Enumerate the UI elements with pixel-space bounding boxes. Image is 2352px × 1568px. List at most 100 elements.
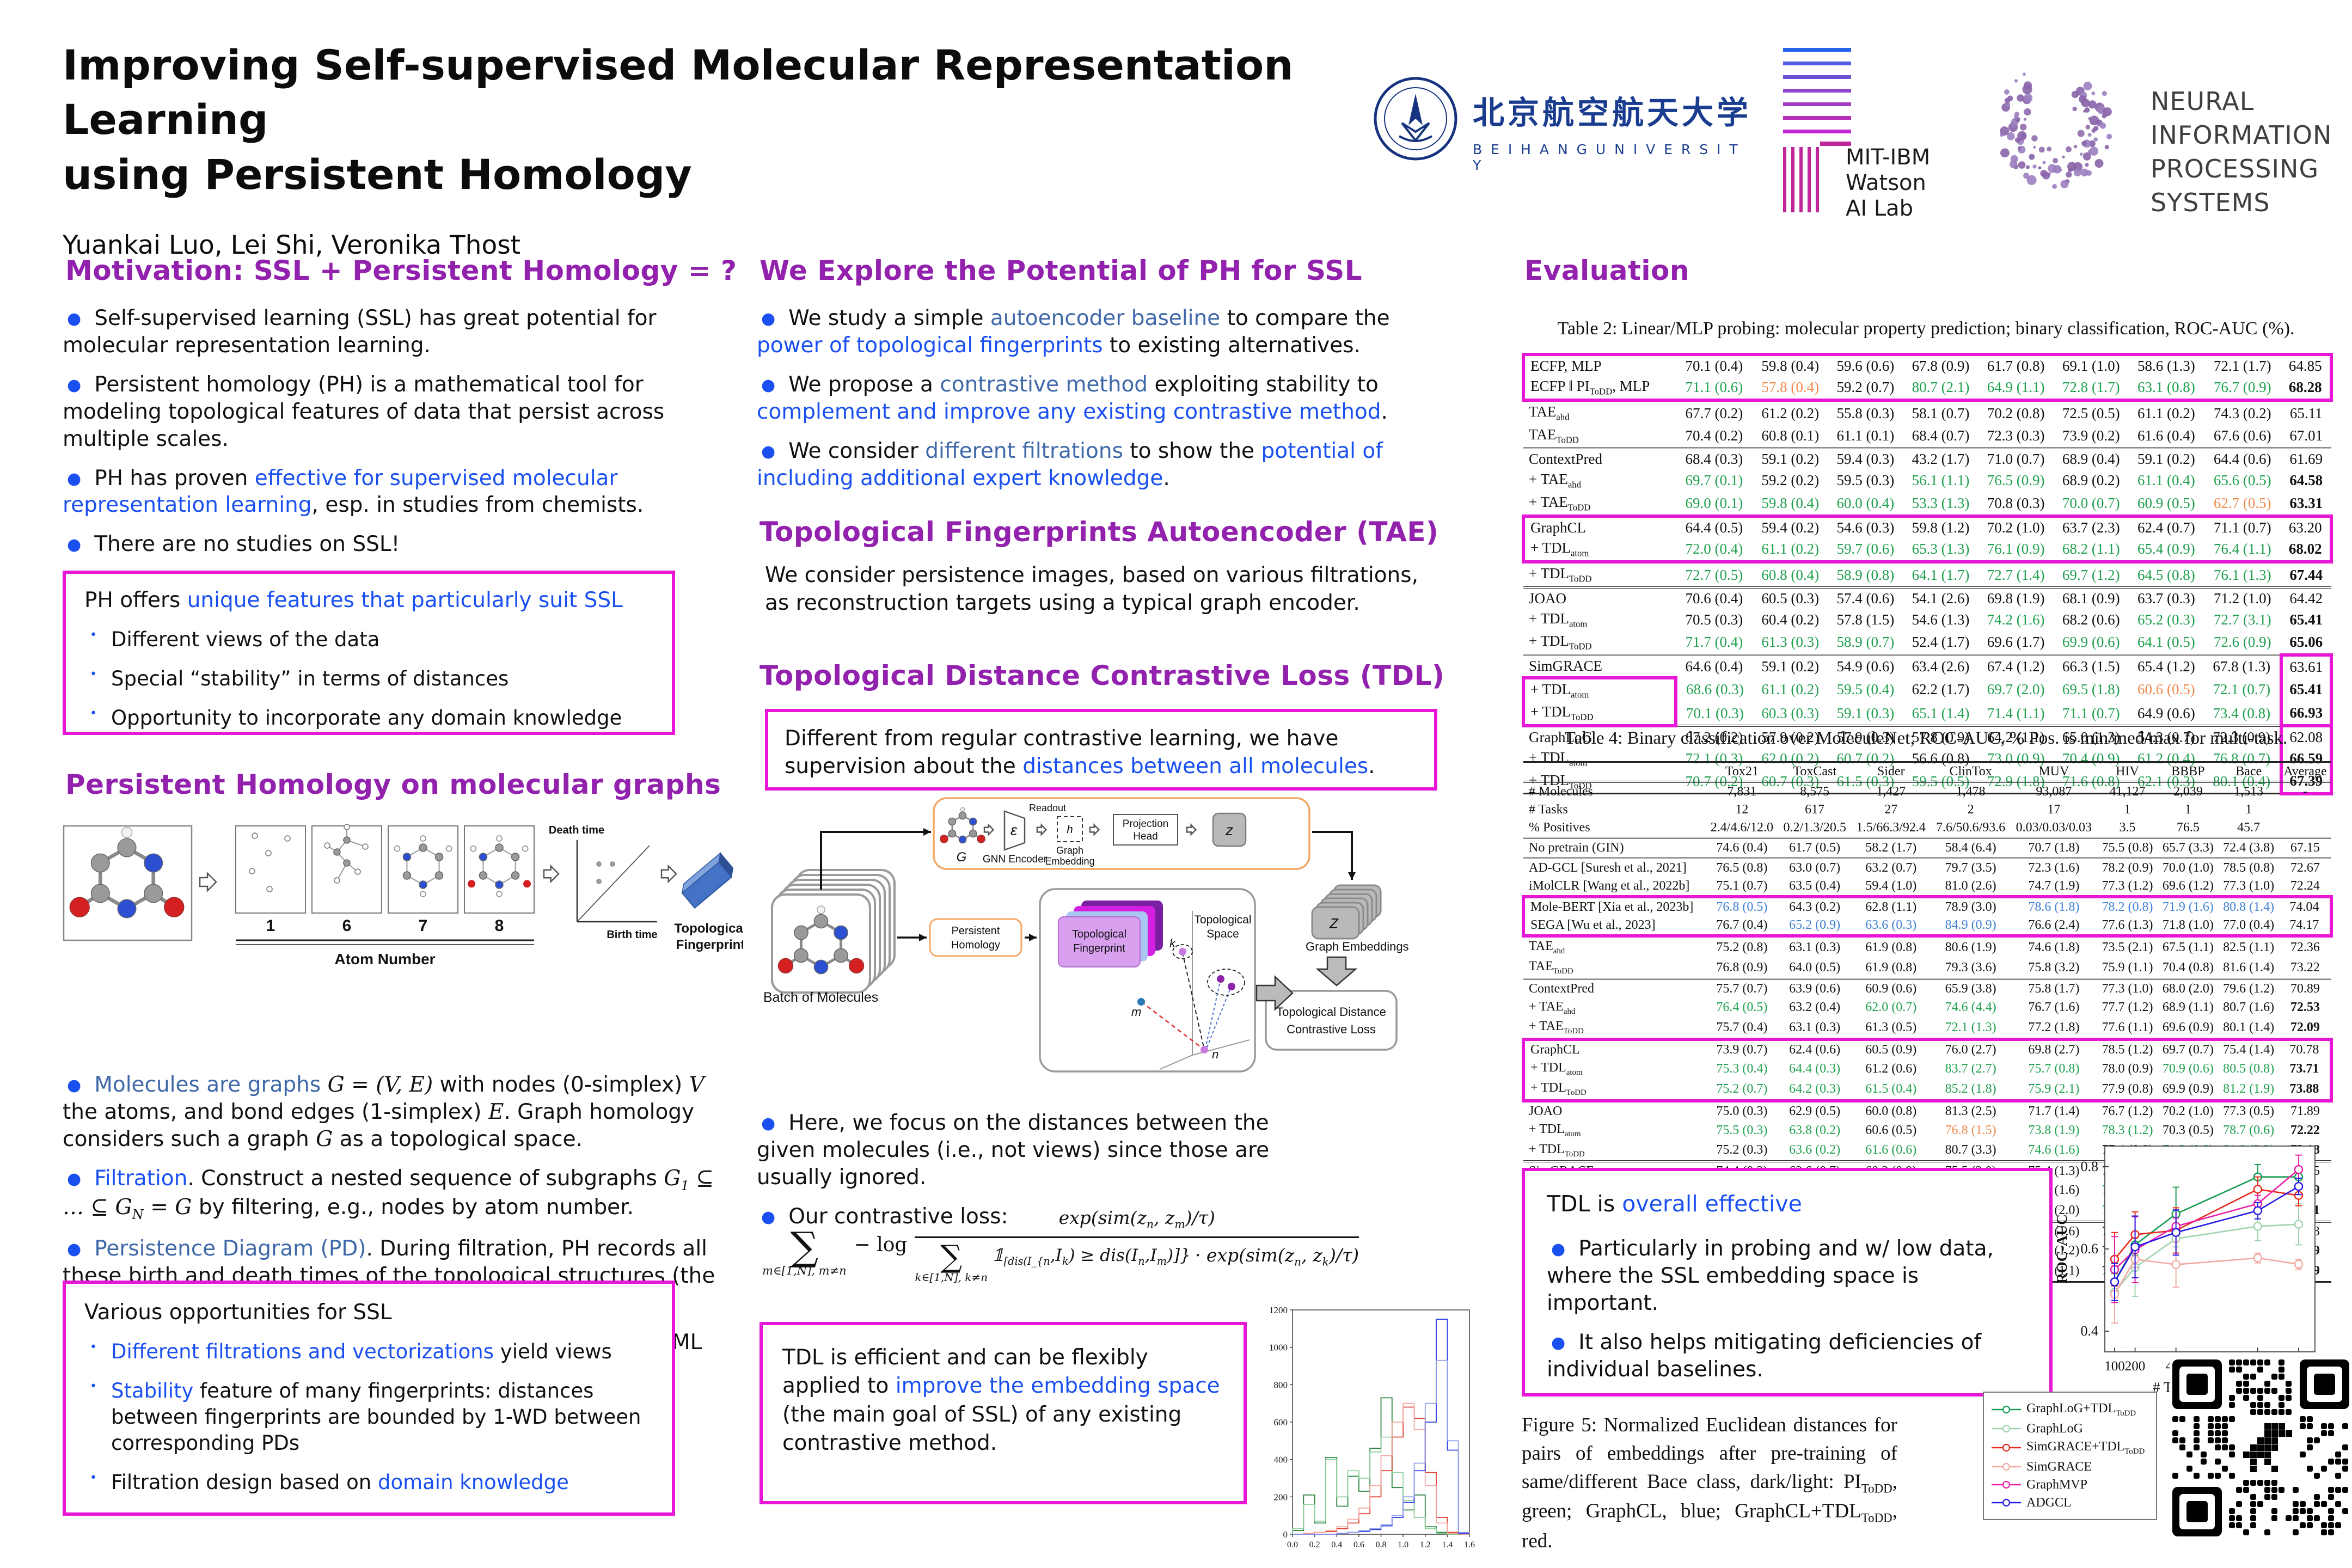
table-cell: 73.4 (0.8) xyxy=(2203,701,2281,727)
neurips-dot xyxy=(2017,146,2021,150)
qr-module xyxy=(2194,1437,2200,1443)
table-cell: 63.0 (0.7) xyxy=(1789,861,1841,875)
tdl-heading: Topological Distance Contrastive Loss (T… xyxy=(759,660,1445,691)
qr-module xyxy=(2278,1487,2284,1493)
table-cell: 62.7 (0.5) xyxy=(2203,492,2281,517)
table-cell: 76.1 (1.3) xyxy=(2203,562,2281,589)
table-cell: 68.9 (0.2) xyxy=(2062,472,2120,489)
table-cell: 71.1 (0.6) xyxy=(1675,376,1753,402)
text-segment: . xyxy=(1381,399,1388,424)
table-cell: 2,039 xyxy=(2173,785,2203,799)
circle xyxy=(324,842,330,849)
table-cell: 61.1 (0.2) xyxy=(1753,537,1828,564)
table-cell: 68.9 (1.1) xyxy=(2162,1000,2214,1015)
table-cell: 75.2 (0.3) xyxy=(1705,1140,1779,1163)
table4-caption: Table 4: Binary classification over Mole… xyxy=(1564,728,2288,748)
fp-card-front xyxy=(1058,916,1141,967)
neurips-dot xyxy=(2066,171,2072,178)
text-segment: PH has proven xyxy=(94,465,255,491)
pd-point xyxy=(610,861,615,867)
circle xyxy=(479,871,488,880)
qr-dino-pixel xyxy=(2278,1430,2285,1437)
table-cell: 74.7 (1.9) xyxy=(2028,879,2080,893)
gnn-encoder-trapezoid xyxy=(1003,810,1026,851)
table-cell: HIV xyxy=(2097,761,2158,783)
hist-series-pi-todd--light- xyxy=(1292,1436,1469,1535)
table-cell: 1 xyxy=(2124,803,2131,817)
table-cell: 72.7 (3.1) xyxy=(2213,611,2271,628)
table-cell: + TDLatom xyxy=(1521,1059,1706,1079)
text-segment: Special “stability” in terms of distance… xyxy=(111,667,509,691)
qr-module xyxy=(2229,1515,2235,1521)
table-cell: 72.1 (1.7) xyxy=(2203,353,2281,376)
table-data-row: + TAEToDD 75.7 (0.4) 63.1 (0.3) 61.3 (0.5) 7… xyxy=(1523,1018,2331,1041)
table-cell: 70.2 (1.0) xyxy=(1978,514,2054,538)
y-tick-label: 600 xyxy=(1274,1417,1288,1428)
o-atom xyxy=(69,897,90,917)
neurips-dot xyxy=(2091,91,2096,95)
table-cell: 59.8 (0.4) xyxy=(1753,353,1828,376)
table-cell: GraphLoG xyxy=(1529,729,1592,746)
z-stack-card xyxy=(1311,906,1360,940)
h-atom xyxy=(960,807,965,812)
qr-module xyxy=(2172,1416,2178,1422)
epsilon-label: ε xyxy=(1010,822,1018,838)
bullet-text: PH has proven effective for supervised m… xyxy=(63,466,644,518)
molecule-icon xyxy=(69,826,185,918)
table-cell: 67.6 (0.6) xyxy=(2203,424,2281,450)
circle xyxy=(445,845,452,852)
neurips-dot xyxy=(2087,150,2092,154)
pd-point xyxy=(596,861,602,867)
x-tick-label: 1.0 xyxy=(1398,1540,1408,1549)
roc-series-graphlog-marker xyxy=(2253,1222,2263,1231)
table-cell: 75.2 (0.7) xyxy=(1705,1079,1779,1102)
neurips-dot xyxy=(2005,102,2011,107)
bullet-icon: • xyxy=(90,707,97,721)
neurips-dot xyxy=(2007,132,2015,140)
qr-finder xyxy=(2186,1501,2208,1522)
table-data-row: + TDLatom 75.3 (0.4) 64.4 (0.3) 61.2 (0.6) 8… xyxy=(1521,1059,2333,1079)
table-cell: JOAO xyxy=(1529,1104,1563,1118)
table-cell: 77.0 (0.4) xyxy=(2218,916,2279,938)
circle xyxy=(495,843,504,852)
neurips-dot xyxy=(2048,164,2057,173)
legend-marker xyxy=(2002,1480,2011,1489)
ph-features-box-title: PH offers unique features that particula… xyxy=(84,588,653,612)
table-cell: 69.6 (1.7) xyxy=(1978,631,2054,656)
mitibm-vbar-icon xyxy=(1783,147,1786,212)
table-cell: 70.3 (0.5) xyxy=(2162,1123,2214,1137)
table-cell: 76.6 (2.4) xyxy=(2010,916,2097,938)
ssl-opportunities-box: Various opportunities for SSL • Different… xyxy=(63,1281,675,1516)
table-cell: 59.7 (0.6) xyxy=(1828,537,1903,564)
qr-module xyxy=(2314,1437,2320,1443)
hg-label: hG xyxy=(1067,824,1073,836)
table-cell: 70.7 (1.8) xyxy=(2010,838,2097,859)
qr-module xyxy=(2257,1501,2263,1507)
table2-caption: Table 2: Linear/MLP probing: molecular p… xyxy=(1557,318,2295,339)
table-cell: 81.3 (2.5) xyxy=(1945,1104,1996,1118)
c-atom xyxy=(969,829,977,838)
table-cell: 65.11 xyxy=(2289,405,2323,421)
table-cell: 73.88 xyxy=(2278,1079,2333,1102)
mitibm-hbar-icon xyxy=(1783,48,1851,52)
n-atom xyxy=(834,925,848,940)
table-cell: 71.1 (0.7) xyxy=(2053,701,2129,727)
table-cell: 69.7 (0.7) xyxy=(2158,1038,2219,1059)
legend-marker xyxy=(2002,1425,2011,1433)
table-cell: 69.7 (0.1) xyxy=(1685,472,1743,489)
table-cell: 61.1 (0.1) xyxy=(1828,424,1903,450)
table-cell: 76.5 xyxy=(2158,819,2219,839)
table-cell: 71.0 (0.7) xyxy=(1987,451,2045,468)
text-segment: different filtrations xyxy=(925,438,1123,463)
mitibm-hbar-icon xyxy=(1783,102,1851,106)
neurips-line1: NEURAL INFORMATION xyxy=(2151,87,2332,150)
table-cell: 60.8 (0.4) xyxy=(1753,562,1828,589)
table-cell: 72.36 xyxy=(2290,940,2320,954)
table-cell: 74.6 (0.4) xyxy=(1705,838,1779,859)
table-cell: 77.3 (1.0) xyxy=(2223,879,2275,893)
bullet-text: Particularly in probing and w/ low data,… xyxy=(1547,1236,1994,1315)
roc-series-graphmvp-marker xyxy=(2294,1165,2304,1174)
qr-module xyxy=(2250,1494,2256,1500)
table-cell: 68.4 (0.7) xyxy=(1903,424,1979,450)
neurips-dot xyxy=(2038,146,2045,153)
